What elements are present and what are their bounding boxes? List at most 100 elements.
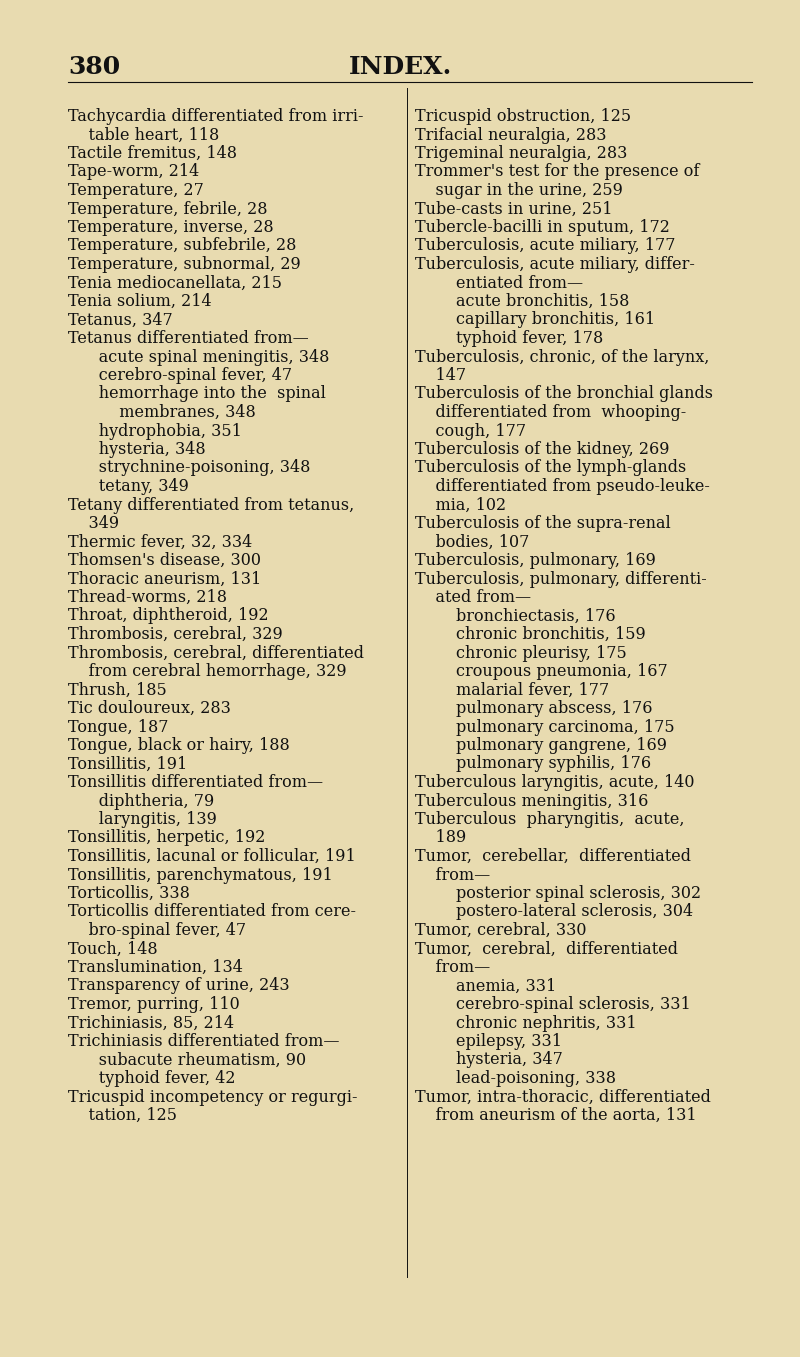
Text: Torticollis, 338: Torticollis, 338 [68,885,190,902]
Text: diphtheria, 79: diphtheria, 79 [68,792,214,810]
Text: Tuberculosis, chronic, of the larynx,: Tuberculosis, chronic, of the larynx, [415,349,710,365]
Text: acute bronchitis, 158: acute bronchitis, 158 [415,293,630,309]
Text: hysteria, 348: hysteria, 348 [68,441,206,459]
Text: Tumor,  cerebral,  differentiated: Tumor, cerebral, differentiated [415,940,678,958]
Text: pulmonary gangrene, 169: pulmonary gangrene, 169 [415,737,667,754]
Text: Thread-worms, 218: Thread-worms, 218 [68,589,227,607]
Text: Tuberculous  pharyngitis,  acute,: Tuberculous pharyngitis, acute, [415,811,685,828]
Text: acute spinal meningitis, 348: acute spinal meningitis, 348 [68,349,330,365]
Text: Temperature, subfebrile, 28: Temperature, subfebrile, 28 [68,237,296,255]
Text: Tuberculosis, pulmonary, differenti-: Tuberculosis, pulmonary, differenti- [415,570,706,588]
Text: cerebro-spinal sclerosis, 331: cerebro-spinal sclerosis, 331 [415,996,690,1012]
Text: Tenia mediocanellata, 215: Tenia mediocanellata, 215 [68,274,282,292]
Text: Tremor, purring, 110: Tremor, purring, 110 [68,996,240,1012]
Text: 349: 349 [68,516,119,532]
Text: Tumor, intra-thoracic, differentiated: Tumor, intra-thoracic, differentiated [415,1088,711,1106]
Text: Tape-worm, 214: Tape-worm, 214 [68,163,199,180]
Text: strychnine-poisoning, 348: strychnine-poisoning, 348 [68,460,310,476]
Text: differentiated from  whooping-: differentiated from whooping- [415,404,686,421]
Text: Tachycardia differentiated from irri-: Tachycardia differentiated from irri- [68,109,363,125]
Text: Tonsillitis, herpetic, 192: Tonsillitis, herpetic, 192 [68,829,266,847]
Text: chronic nephritis, 331: chronic nephritis, 331 [415,1015,637,1031]
Text: Trichiniasis, 85, 214: Trichiniasis, 85, 214 [68,1015,234,1031]
Text: Thomsen's disease, 300: Thomsen's disease, 300 [68,552,261,569]
Text: anemia, 331: anemia, 331 [415,977,556,995]
Text: Tuberculosis of the supra-renal: Tuberculosis of the supra-renal [415,516,670,532]
Text: capillary bronchitis, 161: capillary bronchitis, 161 [415,312,655,328]
Text: hemorrhage into the  spinal: hemorrhage into the spinal [68,385,326,403]
Text: Temperature, 27: Temperature, 27 [68,182,204,199]
Text: Thrombosis, cerebral, 329: Thrombosis, cerebral, 329 [68,626,282,643]
Text: Tuberculous laryngitis, acute, 140: Tuberculous laryngitis, acute, 140 [415,773,694,791]
Text: differentiated from pseudo-leuke-: differentiated from pseudo-leuke- [415,478,710,495]
Text: Tetany differentiated from tetanus,: Tetany differentiated from tetanus, [68,497,354,513]
Text: chronic pleurisy, 175: chronic pleurisy, 175 [415,645,626,661]
Text: Tuberculous meningitis, 316: Tuberculous meningitis, 316 [415,792,648,810]
Text: malarial fever, 177: malarial fever, 177 [415,681,610,699]
Text: pulmonary abscess, 176: pulmonary abscess, 176 [415,700,653,716]
Text: Tongue, black or hairy, 188: Tongue, black or hairy, 188 [68,737,290,754]
Text: Tonsillitis, lacunal or follicular, 191: Tonsillitis, lacunal or follicular, 191 [68,848,356,864]
Text: Throat, diphtheroid, 192: Throat, diphtheroid, 192 [68,608,269,624]
Text: Tuberculosis, acute miliary, differ-: Tuberculosis, acute miliary, differ- [415,256,695,273]
Text: Tubercle-bacilli in sputum, 172: Tubercle-bacilli in sputum, 172 [415,218,670,236]
Text: table heart, 118: table heart, 118 [68,126,219,144]
Text: Tumor,  cerebellar,  differentiated: Tumor, cerebellar, differentiated [415,848,691,864]
Text: Temperature, subnormal, 29: Temperature, subnormal, 29 [68,256,301,273]
Text: Tonsillitis, parenchymatous, 191: Tonsillitis, parenchymatous, 191 [68,867,333,883]
Text: Touch, 148: Touch, 148 [68,940,158,958]
Text: Thermic fever, 32, 334: Thermic fever, 32, 334 [68,533,252,551]
Text: Thrombosis, cerebral, differentiated: Thrombosis, cerebral, differentiated [68,645,364,661]
Text: Tetanus differentiated from—: Tetanus differentiated from— [68,330,309,347]
Text: Tonsillitis differentiated from—: Tonsillitis differentiated from— [68,773,323,791]
Text: epilepsy, 331: epilepsy, 331 [415,1033,562,1050]
Text: Thrush, 185: Thrush, 185 [68,681,166,699]
Text: Tuberculosis of the bronchial glands: Tuberculosis of the bronchial glands [415,385,713,403]
Text: tation, 125: tation, 125 [68,1107,177,1124]
Text: Tuberculosis of the lymph-glands: Tuberculosis of the lymph-glands [415,460,686,476]
Text: postero-lateral sclerosis, 304: postero-lateral sclerosis, 304 [415,904,693,920]
Text: chronic bronchitis, 159: chronic bronchitis, 159 [415,626,646,643]
Text: croupous pneumonia, 167: croupous pneumonia, 167 [415,664,668,680]
Text: cerebro-spinal fever, 47: cerebro-spinal fever, 47 [68,366,292,384]
Text: lead-poisoning, 338: lead-poisoning, 338 [415,1071,616,1087]
Text: pulmonary syphilis, 176: pulmonary syphilis, 176 [415,756,651,772]
Text: tetany, 349: tetany, 349 [68,478,189,495]
Text: 380: 380 [68,56,120,79]
Text: Tetanus, 347: Tetanus, 347 [68,312,173,328]
Text: 189: 189 [415,829,466,847]
Text: Tricuspid obstruction, 125: Tricuspid obstruction, 125 [415,109,631,125]
Text: from—: from— [415,959,490,976]
Text: Transparency of urine, 243: Transparency of urine, 243 [68,977,290,995]
Text: Trichiniasis differentiated from—: Trichiniasis differentiated from— [68,1033,339,1050]
Text: ated from—: ated from— [415,589,531,607]
Text: Tuberculosis, acute miliary, 177: Tuberculosis, acute miliary, 177 [415,237,675,255]
Text: Tenia solium, 214: Tenia solium, 214 [68,293,212,309]
Text: entiated from—: entiated from— [415,274,583,292]
Text: Thoracic aneurism, 131: Thoracic aneurism, 131 [68,570,262,588]
Text: Trifacial neuralgia, 283: Trifacial neuralgia, 283 [415,126,606,144]
Text: Translumination, 134: Translumination, 134 [68,959,243,976]
Text: 147: 147 [415,366,466,384]
Text: Tumor, cerebral, 330: Tumor, cerebral, 330 [415,921,586,939]
Text: Trommer's test for the presence of: Trommer's test for the presence of [415,163,699,180]
Text: bro-spinal fever, 47: bro-spinal fever, 47 [68,921,246,939]
Text: Tuberculosis of the kidney, 269: Tuberculosis of the kidney, 269 [415,441,670,459]
Text: Torticollis differentiated from cere-: Torticollis differentiated from cere- [68,904,356,920]
Text: hydrophobia, 351: hydrophobia, 351 [68,422,242,440]
Text: sugar in the urine, 259: sugar in the urine, 259 [415,182,623,199]
Text: typhoid fever, 42: typhoid fever, 42 [68,1071,235,1087]
Text: cough, 177: cough, 177 [415,422,526,440]
Text: Tic douloureux, 283: Tic douloureux, 283 [68,700,231,716]
Text: pulmonary carcinoma, 175: pulmonary carcinoma, 175 [415,718,674,735]
Text: typhoid fever, 178: typhoid fever, 178 [415,330,603,347]
Text: Temperature, inverse, 28: Temperature, inverse, 28 [68,218,274,236]
Text: Tricuspid incompetency or regurgi-: Tricuspid incompetency or regurgi- [68,1088,358,1106]
Text: laryngitis, 139: laryngitis, 139 [68,811,217,828]
Text: bronchiectasis, 176: bronchiectasis, 176 [415,608,616,624]
Text: Tuberculosis, pulmonary, 169: Tuberculosis, pulmonary, 169 [415,552,656,569]
Text: subacute rheumatism, 90: subacute rheumatism, 90 [68,1052,306,1068]
Text: Temperature, febrile, 28: Temperature, febrile, 28 [68,201,267,217]
Text: from aneurism of the aorta, 131: from aneurism of the aorta, 131 [415,1107,697,1124]
Text: mia, 102: mia, 102 [415,497,506,513]
